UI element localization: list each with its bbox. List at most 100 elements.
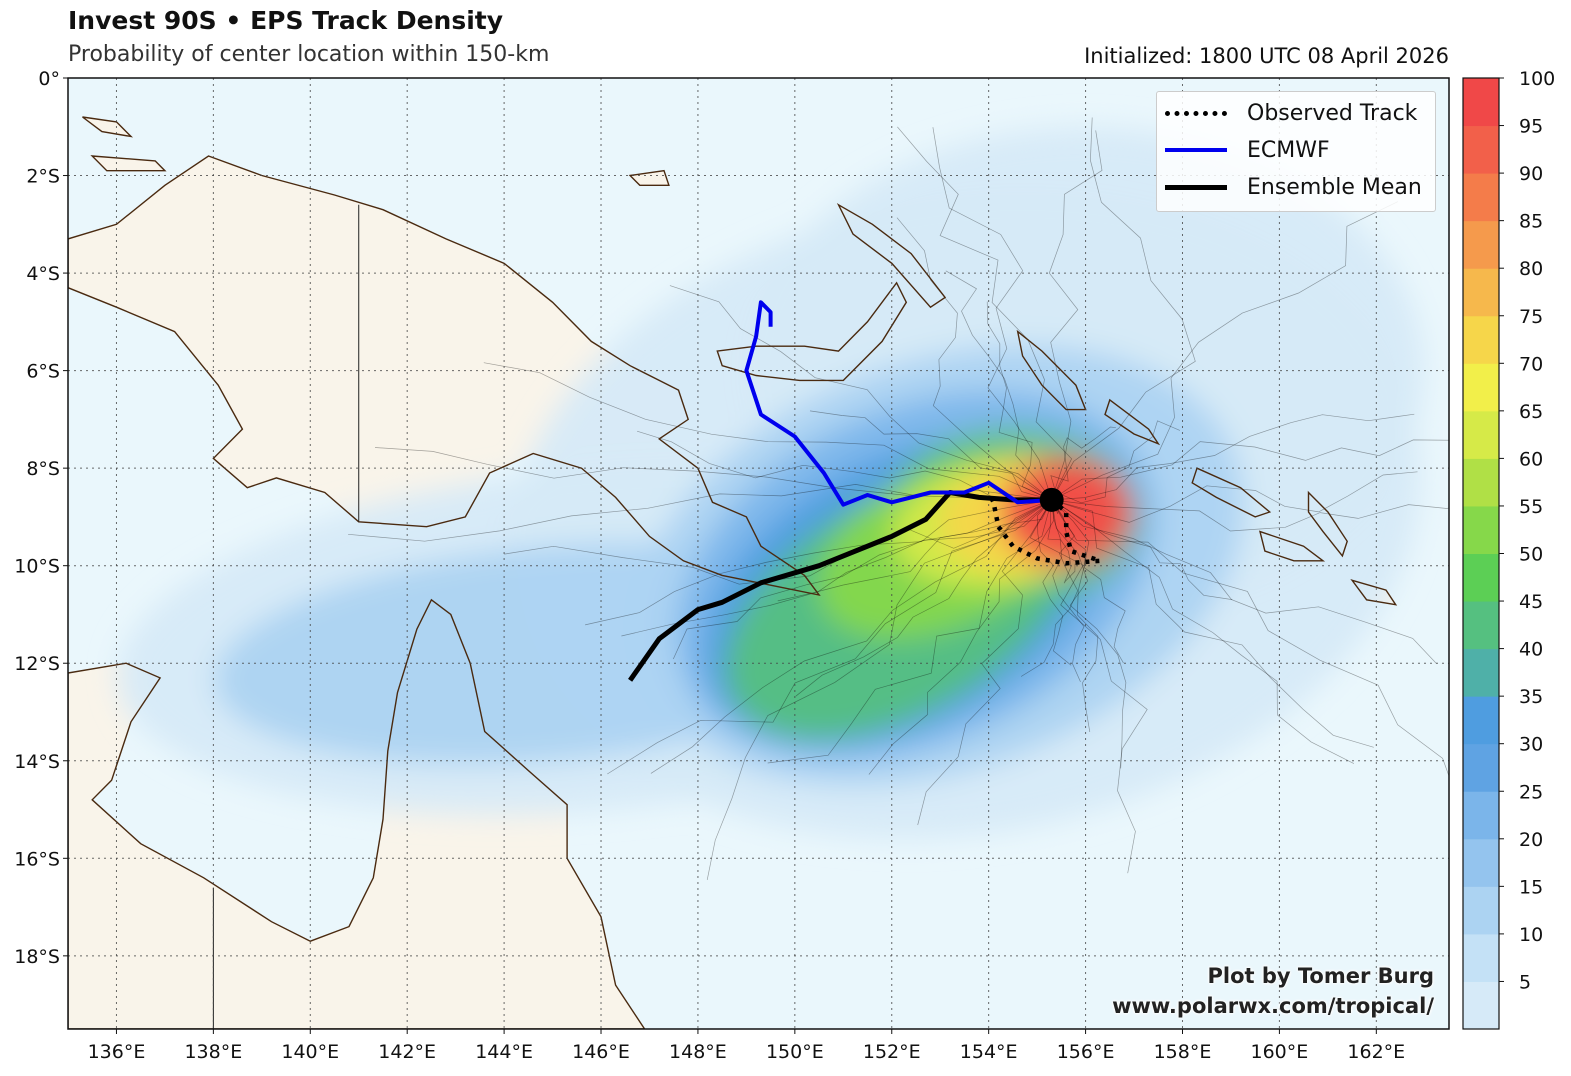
coastline [1016,329,1087,411]
ensemble-member-track [1050,426,1116,501]
coastline-layer [68,116,1398,1029]
colorbar-tick-label: 90 [1519,163,1543,185]
colorbar-segment [1463,553,1499,602]
storm-center-marker [1039,487,1064,512]
credit-url: www.polarwx.com/tropical/ [1112,994,1434,1018]
lon-tick-label: 162°E [1347,1041,1405,1063]
ensemble-member-track [621,499,1052,637]
ensemble-member-track [669,285,1052,501]
lon-tick-label: 152°E [863,1041,921,1063]
colorbar-segment [1463,743,1499,792]
ensemble-member-track [650,499,1052,774]
lat-tick-label: 12°S [14,653,60,675]
axis-ticks: 136°E 138°E 140°E 142°E 144°E 146°E 148°E 150°E… [14,68,1405,1063]
ensemble-mean-track [628,490,1052,682]
colorbar-tick-label: 10 [1519,924,1543,946]
ensemble-member-track [1051,413,1415,501]
gridlines [68,78,1449,1029]
legend-label-observed: Observed Track [1247,100,1418,126]
ensemble-member-track [809,410,1052,501]
ensemble-member-track [1020,499,1079,677]
lat-tick-label: 0° [38,68,60,90]
land-polygon [92,156,165,171]
lat-tick-label: 16°S [14,848,60,870]
colorbar-tick-label: 85 [1519,211,1543,233]
ensemble-member-track [986,301,1052,501]
legend: Observed Track ECMWF Ensemble Mean [1156,91,1436,212]
lon-tick-label: 142°E [378,1041,436,1063]
colorbar-segment [1463,315,1499,364]
lon-tick-label: 154°E [960,1041,1018,1063]
coastline [628,169,670,187]
lat-tick-label: 10°S [14,556,60,578]
lat-tick-label: 2°S [26,166,60,188]
legend-swatch-observed [1165,110,1227,116]
ensemble-member-track [1051,499,1449,778]
colorbar-segment [1463,933,1499,982]
legend-label-ensemble: Ensemble Mean [1247,174,1422,200]
ensemble-member-track [1051,499,1099,733]
ensemble-member-track [1051,471,1418,523]
lon-tick-label: 156°E [1057,1041,1115,1063]
observed-track [986,491,1101,566]
colorbar-segment [1463,220,1499,269]
land-polygon [82,117,131,137]
colorbar-segment [1463,696,1499,745]
coastline [90,155,167,172]
legend-label-ecmwf: ECMWF [1247,137,1330,163]
colorbar-tick-label: 100 [1519,68,1555,90]
coastline [1259,530,1326,562]
colorbar-segment [1463,363,1499,412]
colorbar-tick-label: 20 [1519,829,1543,851]
colorbar-tick-label: 5 [1519,971,1531,993]
ensemble-member-track [897,126,1073,501]
colorbar-tick-label: 35 [1519,686,1543,708]
ensemble-member-track [932,127,1053,501]
ensemble-member-track [706,499,1052,880]
coastline [82,116,134,138]
colorbar-tick-label: 30 [1519,734,1543,756]
ensemble-member-track [1048,130,1103,501]
lat-tick-label: 18°S [14,946,60,968]
lon-tick-label: 136°E [88,1041,146,1063]
coastline [836,203,947,309]
colorbar-segment [1463,791,1499,840]
ensemble-member-track [1051,499,1449,532]
colorbar-segment [1463,505,1499,554]
ensemble-member-track [1036,499,1072,666]
colorbar-tick-label: 40 [1519,639,1543,661]
chart-title: Invest 90S • EPS Track Density [68,6,504,35]
lon-tick-label: 150°E [766,1041,824,1063]
legend-item-observed: Observed Track [1165,98,1417,128]
ensemble-member-track [1051,499,1085,683]
coastline [1104,398,1161,446]
ensemble-member-track [672,499,1052,660]
lon-tick-label: 158°E [1154,1041,1212,1063]
ensemble-member-track [504,499,1052,585]
colorbar-segment [1463,173,1499,222]
ensemble-member-track [1051,499,1437,664]
ensemble-member-track [1051,439,1449,501]
lon-tick-label: 138°E [184,1041,242,1063]
lon-tick-label: 160°E [1251,1041,1309,1063]
colorbar-segment [1463,886,1499,935]
legend-swatch-ecmwf [1165,148,1227,152]
lat-tick-label: 8°S [26,458,60,480]
colorbar-tick-label: 95 [1519,116,1543,138]
colorbar-tick-label: 75 [1519,306,1543,328]
colorbar-segment [1463,838,1499,887]
credit-author: Plot by Tomer Burg [1207,964,1435,988]
legend-item-ensemble-mean: Ensemble Mean [1165,172,1422,202]
density-contour [1000,458,1132,566]
colorbar-tick-label: 50 [1519,544,1543,566]
plot-frame [67,77,1450,1030]
coastline [1191,467,1272,518]
colorbar: 5 10 15 20 25 30 35 40 45 50 55 60 65 70 75 80 85 90 95 100 [1462,68,1555,1030]
ensemble-member-track [483,362,1052,501]
colorbar-segment [1463,78,1499,127]
init-time: Initialized: 1800 UTC 08 April 2026 [1084,44,1449,68]
colorbar-tick-label: 60 [1519,448,1543,470]
lon-tick-label: 146°E [572,1041,630,1063]
colorbar-segment [1463,268,1499,317]
colorbar-tick-label: 25 [1519,781,1543,803]
